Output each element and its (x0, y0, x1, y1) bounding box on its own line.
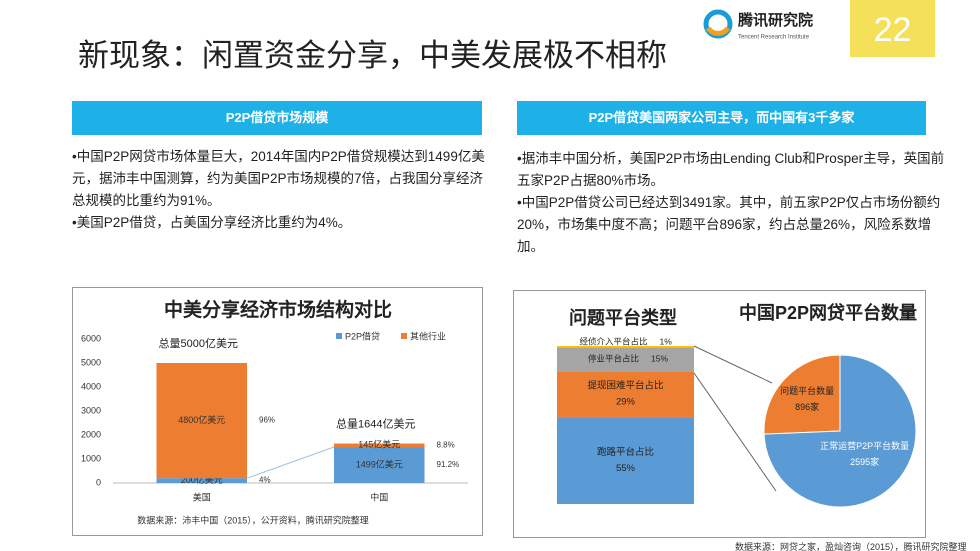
legend-label: P2P借贷 (345, 330, 380, 341)
slice-name: 问题平台数量 (780, 385, 834, 396)
chart: 问题平台类型 中国P2P网贷平台数量 跑路平台占比 55% 提现困难平台占比 29% 停… (513, 290, 926, 538)
value-label: 1% (660, 336, 673, 346)
y-tick-label: 5000 (81, 357, 101, 367)
value-label: 29% (616, 397, 636, 408)
value-label: 145亿美元 (358, 439, 400, 450)
y-tick-label: 1000 (81, 453, 101, 463)
bar-segment (557, 346, 694, 348)
total-label: 总量1644亿美元 (336, 416, 415, 430)
connector (693, 345, 773, 384)
panel-text: •据沛丰中国分析，美国P2P市场由Lending Club和Prosper主导，… (517, 148, 947, 258)
page-number: 22 (850, 0, 935, 57)
value-label: 15% (651, 354, 668, 364)
y-tick-label: 4000 (81, 381, 101, 391)
source: 数据来源：网贷之家，盈灿咨询（2015），腾讯研究院整理 (735, 542, 967, 551)
panel-text: •中国P2P网贷市场体量巨大，2014年国内P2P借贷规模达到1499亿美元，据… (72, 146, 486, 234)
trend-line (246, 446, 335, 479)
source: 数据来源：沛丰中国（2015），公开资料，腾讯研究院整理 (137, 514, 369, 525)
logo: 腾讯研究院 Tencent Research Institute (703, 9, 813, 41)
slice-name: 正常运营P2P平台数量 (820, 440, 909, 451)
bar-segment (333, 447, 425, 483)
y-tick-label: 6000 (81, 333, 101, 343)
legend-swatch (336, 333, 342, 339)
y-tick-label: 2000 (81, 429, 101, 439)
share-label: 4% (259, 476, 271, 485)
paragraph: •据沛丰中国分析，美国P2P市场由Lending Club和Prosper主导，… (517, 151, 945, 188)
y-tick-label: 3000 (81, 405, 101, 415)
legend-label: 其他行业 (410, 330, 446, 341)
value-label: 200亿美元 (181, 474, 223, 485)
share-label: 8.8% (437, 440, 455, 449)
paragraph: •美国P2P借贷，占美国分享经济比重约为4%。 (72, 215, 352, 230)
slide-title: 新现象：闲置资金分享，中美发展极不相称 (78, 38, 667, 73)
x-tick-label: 美国 (193, 491, 211, 502)
x-tick-label: 中国 (370, 491, 388, 502)
bar-segment (156, 363, 248, 479)
chart-title: 中国P2P网贷平台数量 (739, 302, 917, 323)
connector (693, 372, 777, 492)
segment-name: 经侦介入平台占比 (579, 336, 647, 346)
paragraph: •中国P2P借贷公司已经达到3491家。其中，前五家P2P仅占市场份额约20%，… (517, 195, 941, 254)
segment-name: 跑路平台占比 (597, 446, 654, 458)
logo-subtitle: Tencent Research Institute (738, 35, 810, 41)
value-label: 896家 (795, 401, 819, 412)
logo-icon (703, 9, 733, 39)
value-label: 1499亿美元 (356, 458, 403, 469)
logo-name: 腾讯研究院 (737, 11, 813, 29)
legend-swatch (401, 333, 407, 339)
segment-name: 提现困难平台占比 (587, 380, 663, 392)
panel-heading: P2P借贷市场规模 (72, 101, 482, 135)
value-label: 2595家 (850, 456, 879, 467)
chart-title: 中美分享经济市场结构对比 (164, 298, 392, 321)
segment-name: 停业平台占比 (588, 354, 639, 364)
share-label: 96% (259, 416, 275, 425)
pie-slice (763, 354, 841, 435)
pie-slice (763, 354, 917, 508)
chart-title: 问题平台类型 (569, 307, 677, 328)
bar-segment (333, 443, 425, 448)
y-tick-label: 0 (96, 477, 101, 487)
paragraph: •中国P2P网贷市场体量巨大，2014年国内P2P借贷规模达到1499亿美元，据… (72, 149, 485, 208)
total-label: 总量5000亿美元 (158, 336, 237, 350)
bar-segment (156, 478, 248, 483)
bar-segment (557, 347, 694, 372)
value-label: 55% (616, 463, 636, 474)
share-label: 91.2% (437, 460, 460, 469)
logo-icon (705, 26, 731, 36)
bar-segment (557, 371, 694, 418)
value-label: 4800亿美元 (178, 414, 225, 425)
panel-heading: P2P借贷美国两家公司主导，而中国有3千多家 (517, 101, 926, 135)
bar-segment (557, 417, 694, 504)
chart: 中美分享经济市场结构对比 数据来源：沛丰中国（2015），公开资料，腾讯研究院整… (72, 287, 483, 536)
